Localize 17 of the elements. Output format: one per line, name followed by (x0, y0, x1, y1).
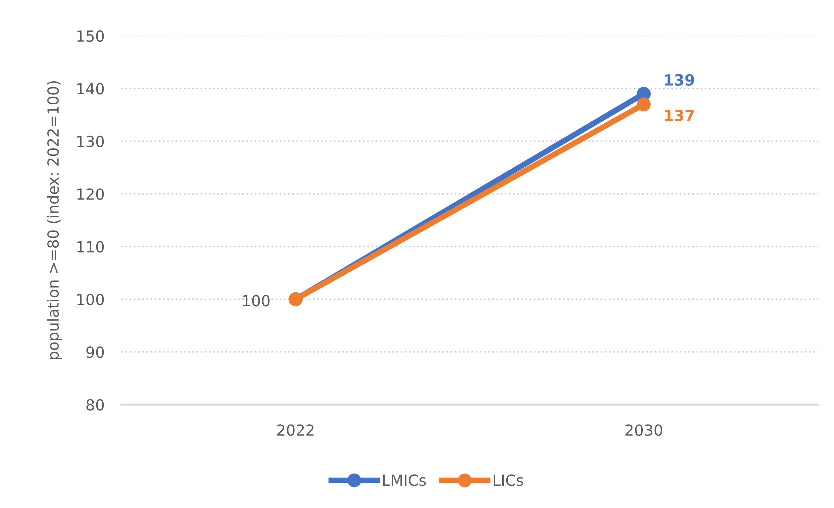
y-tick-label: 140 (78, 83, 104, 95)
y-tick-label: 90 (86, 346, 104, 358)
x-tick-label: 2022 (278, 424, 314, 436)
y-tick-label: 80 (86, 399, 104, 411)
data-label: 137 (665, 110, 694, 122)
y-tick-label: 150 (78, 30, 104, 42)
y-tick-label: 100 (78, 294, 104, 306)
y-tick-label: 120 (78, 188, 104, 200)
legend-label: LMICs (383, 474, 426, 486)
x-tick-label: 2030 (626, 424, 662, 436)
y-axis-title: population >=80 (index: 2022=100) (47, 81, 62, 360)
data-label: 139 (665, 74, 694, 86)
y-tick-label: 110 (78, 241, 104, 253)
point (637, 98, 651, 112)
legend-label: LICs (494, 474, 524, 486)
y-tick-label: 130 (78, 136, 104, 148)
data-label: 100 (243, 295, 270, 307)
